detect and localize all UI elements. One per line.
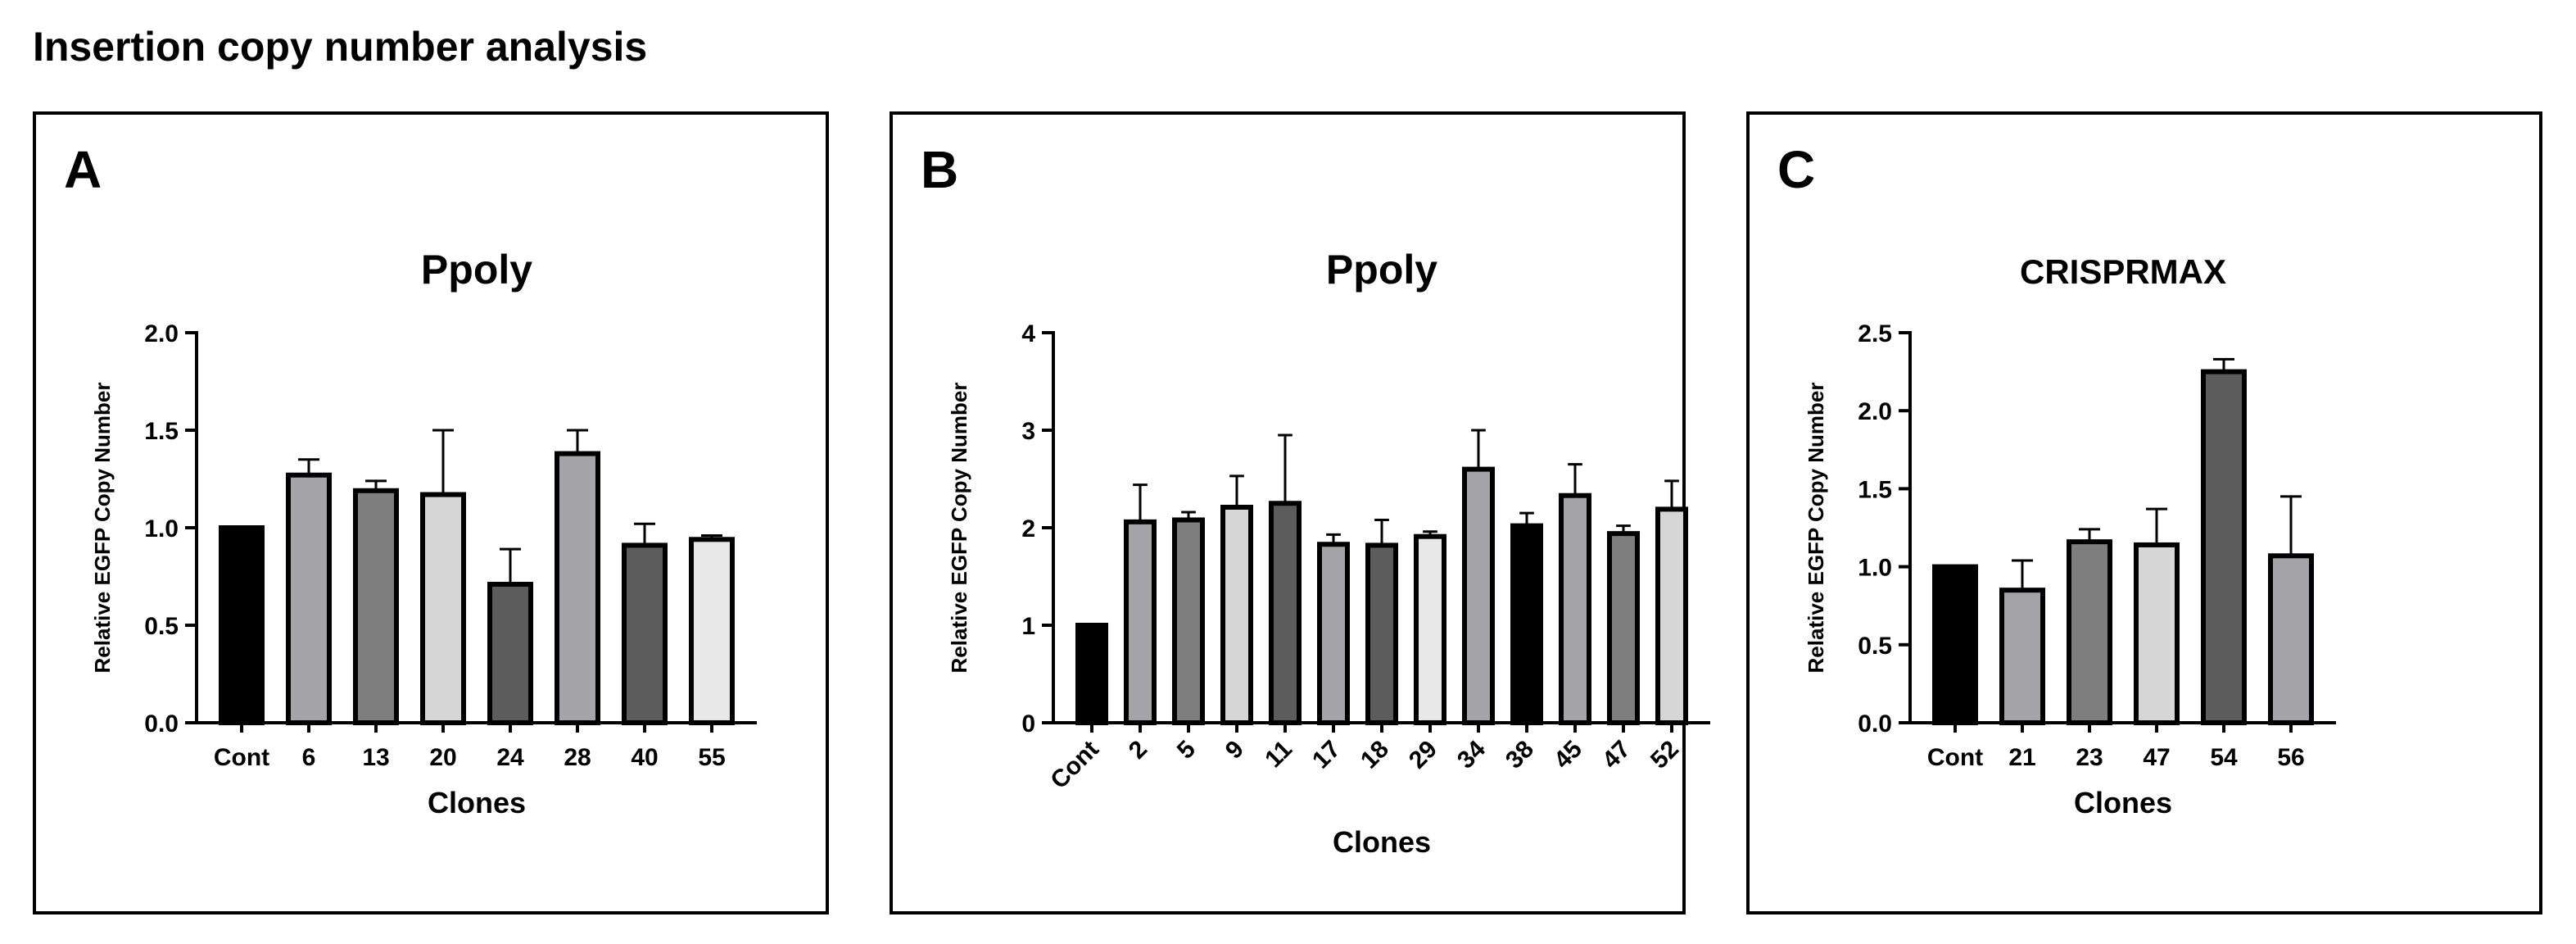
x-tick-label: 47	[1597, 736, 1636, 774]
panel-c: C CRISPRMAX 0.0 0.5 1.0 1.5 2.0 2.5 Relative EG…	[1746, 111, 2542, 914]
bar	[487, 582, 533, 726]
x-tick-label: 6	[302, 744, 316, 771]
x-axis-label: Clones	[428, 786, 526, 819]
y-tick-label: 2.0	[1858, 398, 1892, 425]
bar	[219, 525, 265, 725]
x-tick-label: 55	[698, 744, 725, 771]
x-tick-label: 2	[1124, 736, 1152, 765]
y-tick-label: 1.0	[144, 515, 179, 542]
x-tick-label: 40	[631, 744, 658, 771]
bar	[1365, 542, 1398, 725]
y-tick-label: 3	[1021, 418, 1035, 445]
x-tick-label: 45	[1549, 736, 1587, 774]
bar	[689, 537, 735, 726]
x-tick-label: 17	[1307, 736, 1346, 774]
bar	[1269, 501, 1302, 725]
y-axis-label: Relative EGFP Copy Number	[90, 383, 115, 674]
x-tick-label: 38	[1501, 736, 1539, 774]
x-tick-label: 24	[496, 744, 524, 771]
x-tick-label: 54	[2210, 744, 2238, 771]
x-tick-label: 5	[1172, 736, 1201, 765]
panel-label: C	[1777, 140, 1816, 199]
x-axis-label: Clones	[2074, 786, 2172, 819]
x-tick-label: 56	[2277, 744, 2304, 771]
bar	[555, 451, 600, 725]
x-tick-label: 13	[362, 744, 389, 771]
x-tick-label: Cont	[1045, 736, 1104, 795]
x-tick-label: 20	[429, 744, 456, 771]
y-tick-label: 0	[1021, 710, 1035, 738]
x-tick-label: Cont	[214, 744, 269, 771]
x-axis-label: Clones	[1333, 825, 1431, 859]
bar	[1510, 523, 1543, 725]
chart-title: CRISPRMAX	[2020, 252, 2226, 291]
y-tick-label: 0.0	[1858, 710, 1892, 738]
bar	[1220, 505, 1253, 725]
bar	[2067, 539, 2112, 725]
bar	[1124, 519, 1157, 725]
bar	[286, 472, 332, 725]
x-tick-label: 52	[1646, 736, 1684, 774]
x-tick-label: 29	[1404, 736, 1442, 774]
chart-title: Ppoly	[1326, 247, 1437, 293]
bar	[1999, 588, 2045, 725]
bar	[1607, 531, 1640, 726]
bar	[1932, 564, 1978, 725]
bar	[1172, 517, 1205, 726]
y-axis-label: Relative EGFP Copy Number	[1804, 383, 1828, 674]
bar	[1462, 466, 1495, 725]
x-tick-label: 23	[2076, 744, 2103, 771]
x-tick-label: 34	[1452, 735, 1491, 774]
x-tick-label: 18	[1356, 736, 1394, 774]
y-tick-label: 0.5	[144, 613, 179, 640]
y-tick-label: 2	[1021, 515, 1035, 542]
bar	[1075, 623, 1108, 725]
panel-b: B Ppoly 0 1 2 3 4 Relative EGFP Copy Number Con…	[890, 111, 1710, 914]
bar	[353, 488, 399, 725]
panel-label: B	[921, 140, 959, 199]
x-tick-label: 28	[564, 744, 591, 771]
y-axis-label: Relative EGFP Copy Number	[947, 383, 971, 674]
y-tick-label: 4	[1021, 320, 1035, 347]
page-title: Insertion copy number analysis	[33, 24, 648, 70]
bar	[2201, 369, 2247, 725]
y-tick-label: 1	[1021, 613, 1035, 640]
panel-label: A	[64, 140, 102, 199]
x-tick-label: 21	[2008, 744, 2035, 771]
bar	[1559, 492, 1591, 725]
panel-a: A Ppoly 0.0 0.5 1.0 1.5 2.0 Relative EGFP Copy…	[33, 111, 829, 914]
y-tick-label: 1.5	[144, 418, 179, 445]
x-tick-label: 47	[2143, 744, 2170, 771]
y-tick-label: 0.5	[1858, 633, 1892, 660]
bar	[1655, 506, 1688, 725]
x-tick-label: Cont	[1927, 744, 1983, 771]
bar	[2134, 542, 2180, 725]
y-tick-label: 0.0	[144, 710, 179, 738]
chart-title: Ppoly	[421, 247, 532, 293]
y-tick-label: 2.0	[144, 320, 179, 347]
bar	[2268, 553, 2314, 725]
x-tick-label: 9	[1220, 736, 1249, 765]
bar	[420, 492, 466, 725]
y-tick-label: 2.5	[1858, 320, 1892, 347]
y-tick-label: 1.5	[1858, 476, 1892, 503]
bar	[1414, 533, 1446, 726]
y-tick-label: 1.0	[1858, 555, 1892, 582]
chart-a: Ppoly 0.0 0.5 1.0 1.5 2.0 Relative EGFP Copy N…	[90, 247, 757, 819]
chart-c: CRISPRMAX 0.0 0.5 1.0 1.5 2.0 2.5 Relative EGFP…	[1804, 252, 2336, 819]
bar	[1317, 542, 1350, 725]
bar	[622, 542, 668, 725]
x-tick-label: 11	[1260, 736, 1297, 774]
